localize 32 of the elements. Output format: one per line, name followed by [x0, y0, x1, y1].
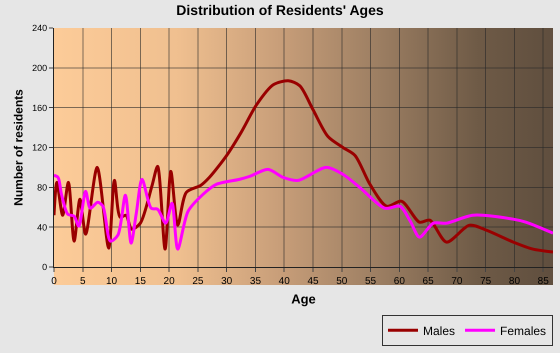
legend-label: Males: [423, 324, 456, 338]
x-tick-label: 10: [106, 276, 118, 287]
x-tick-label: 75: [480, 276, 492, 287]
x-tick-label: 40: [278, 276, 290, 287]
y-tick-label: 160: [32, 102, 48, 113]
y-tick-label: 0: [42, 262, 48, 272]
y-tick-label: 80: [37, 182, 48, 192]
y-tick-label: 240: [32, 23, 48, 34]
line-series: [54, 79, 553, 254]
x-tick-label: 70: [451, 276, 463, 287]
x-axis-title: Age: [291, 292, 316, 307]
y-tick-label: 200: [32, 62, 48, 73]
x-tick-label: 35: [250, 276, 262, 287]
x-tick-label: 50: [336, 276, 348, 287]
x-tick-label: 55: [364, 276, 377, 287]
y-tick-label: 40: [37, 222, 48, 232]
legend-label: Females: [500, 324, 546, 338]
y-tick-label: 120: [32, 142, 48, 153]
y-axis-title: Number of residents: [11, 88, 26, 206]
x-tick-label: 65: [422, 276, 434, 287]
x-tick-label: 5: [80, 276, 86, 287]
chart-title: Distribution of Residents' Ages: [176, 2, 384, 18]
x-tick-label: 60: [394, 276, 406, 287]
x-tick-label: 30: [221, 276, 233, 287]
x-tick-label: 25: [192, 276, 204, 287]
x-tick-label: 85: [538, 276, 550, 287]
x-tick-label: 15: [134, 276, 146, 287]
x-tick-label: 80: [508, 276, 520, 287]
line-series: [54, 166, 553, 251]
x-tick-label: 0: [51, 276, 58, 287]
x-tick-label: 20: [164, 276, 176, 287]
x-tick-label: 45: [307, 276, 319, 287]
